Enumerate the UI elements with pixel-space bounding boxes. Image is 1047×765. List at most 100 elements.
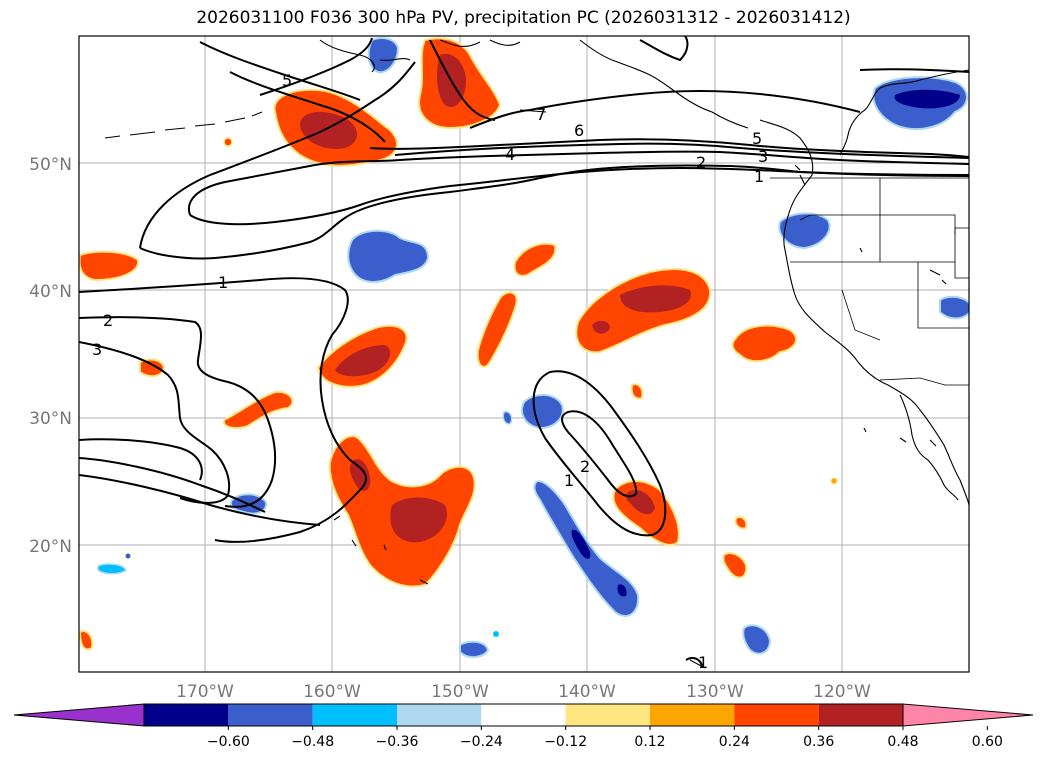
lat-label: 40°N	[29, 282, 72, 302]
colorbar-tick-label: −0.12	[544, 734, 587, 750]
pv-contour	[79, 457, 266, 513]
latitude-labels: 20°N 30°N 40°N 50°N	[29, 155, 72, 557]
precip-blob-negative	[347, 229, 430, 283]
pv-contour	[469, 90, 861, 129]
colorbar-swatch	[312, 704, 397, 726]
precip-blob-positive	[630, 383, 644, 400]
map-title: 2026031100 F036 300 hPa PV, precipitatio…	[196, 8, 851, 28]
pv-contour-label: 1	[218, 273, 228, 292]
pv-contour-label: 5	[282, 71, 292, 90]
lat-label: 20°N	[29, 537, 72, 557]
colorbar-swatch	[397, 704, 482, 726]
colorbar-tick-label: 0.12	[634, 734, 665, 750]
precip-blob-negative	[502, 410, 513, 425]
precip-core	[592, 320, 610, 334]
pv-contour	[685, 657, 703, 667]
precip-blob-negative	[493, 631, 499, 637]
pv-contour	[429, 39, 496, 121]
pv-contour	[259, 37, 373, 96]
pv-contour	[199, 41, 361, 101]
lon-label: 150°W	[431, 682, 489, 702]
colorbar-swatch	[481, 704, 566, 726]
pv-contour	[79, 316, 277, 508]
colorbar-tick-label: 0.60	[972, 734, 1003, 750]
precip-core	[894, 89, 960, 109]
pv-contour	[532, 370, 667, 537]
longitude-labels: 170°W 160°W 150°W 140°W 130°W 120°W	[176, 682, 871, 702]
pv-contour	[369, 138, 969, 158]
precip-core	[571, 529, 591, 559]
precip-blob-positive	[722, 552, 748, 579]
colorbar-tick-label: 0.36	[803, 734, 834, 750]
pv-contour	[189, 166, 969, 226]
pv-contour	[639, 36, 689, 62]
pv-contour-label: 4	[505, 145, 515, 164]
precip-blob-positive	[222, 390, 294, 429]
precip-positive	[79, 37, 838, 651]
precip-blob-positive	[734, 516, 748, 530]
map-frame	[78, 35, 970, 673]
colorbar-outline	[143, 703, 904, 727]
pv-contour	[561, 410, 638, 498]
map-area	[79, 36, 969, 672]
colorbar-swatch	[650, 704, 735, 726]
pv-contour-label: 3	[92, 340, 102, 359]
precip-core	[390, 497, 448, 543]
precip-core	[617, 584, 627, 597]
precip-blob-negative	[97, 563, 127, 575]
lon-label: 140°W	[558, 682, 616, 702]
pv-contour-label: 1	[564, 471, 574, 490]
colorbar-tick-label: −0.48	[291, 734, 334, 750]
pv-contour-label: 7	[536, 105, 546, 124]
colorbar-tick-label: −0.24	[460, 734, 503, 750]
pv-contour	[139, 61, 416, 249]
colorbar-extend-low	[13, 703, 145, 727]
lon-label: 160°W	[303, 682, 361, 702]
precip-negative	[97, 37, 969, 658]
colorbar: −0.60 −0.48 −0.36 −0.24 −0.12 0.12 0.24 0.36 0.4…	[13, 703, 1034, 750]
lat-label: 50°N	[29, 155, 72, 175]
colorbar-swatch	[734, 704, 819, 726]
colorbar-extend-high	[902, 703, 1034, 727]
pv-contours	[79, 36, 969, 667]
precip-blob-negative	[742, 624, 772, 655]
precip-blob-positive	[223, 137, 233, 147]
precip-blob-positive	[513, 242, 557, 277]
pv-contour	[79, 474, 321, 526]
precip-blob-positive	[476, 291, 518, 368]
colorbar-swatch	[144, 704, 229, 726]
pv-contour	[79, 277, 368, 543]
pv-contour	[229, 71, 386, 143]
pv-contour-label: 2	[103, 311, 113, 330]
colorbar-swatch	[818, 704, 903, 726]
precip-blob-positive	[830, 477, 838, 485]
lon-label: 170°W	[176, 682, 234, 702]
pv-contour-label: 1	[698, 653, 708, 672]
lat-label: 30°N	[29, 409, 72, 429]
precip-blob-negative	[125, 553, 131, 559]
colorbar-swatch	[565, 704, 650, 726]
lon-label: 130°W	[686, 682, 744, 702]
precip-core	[335, 345, 391, 377]
precip-blob-negative	[939, 295, 969, 320]
precip-blob-positive	[79, 250, 140, 282]
colorbar-tick-label: 0.24	[719, 734, 750, 750]
pv-contour	[859, 68, 969, 73]
pv-contour-label: 5	[752, 129, 762, 148]
pv-contour	[79, 438, 203, 481]
pv-contour-label: 6	[574, 121, 584, 140]
colorbar-tick-label: −0.60	[207, 734, 250, 750]
pv-contour-labels: 1 2 3 4 5 6 7 1 2 5 3 1 2 1	[92, 71, 768, 672]
pv-contour-label: 2	[580, 457, 590, 476]
precip-blob-negative	[778, 212, 831, 250]
lon-label: 120°W	[813, 682, 871, 702]
colorbar-swatch	[228, 704, 313, 726]
colorbar-tick-label: 0.48	[887, 734, 918, 750]
precip-blob-positive	[731, 324, 798, 363]
precip-blob-positive	[139, 358, 166, 378]
precip-core	[620, 285, 691, 313]
precip-blob-negative	[521, 393, 564, 430]
pv-contour-label: 3	[758, 147, 768, 166]
pv-contour	[187, 150, 969, 216]
